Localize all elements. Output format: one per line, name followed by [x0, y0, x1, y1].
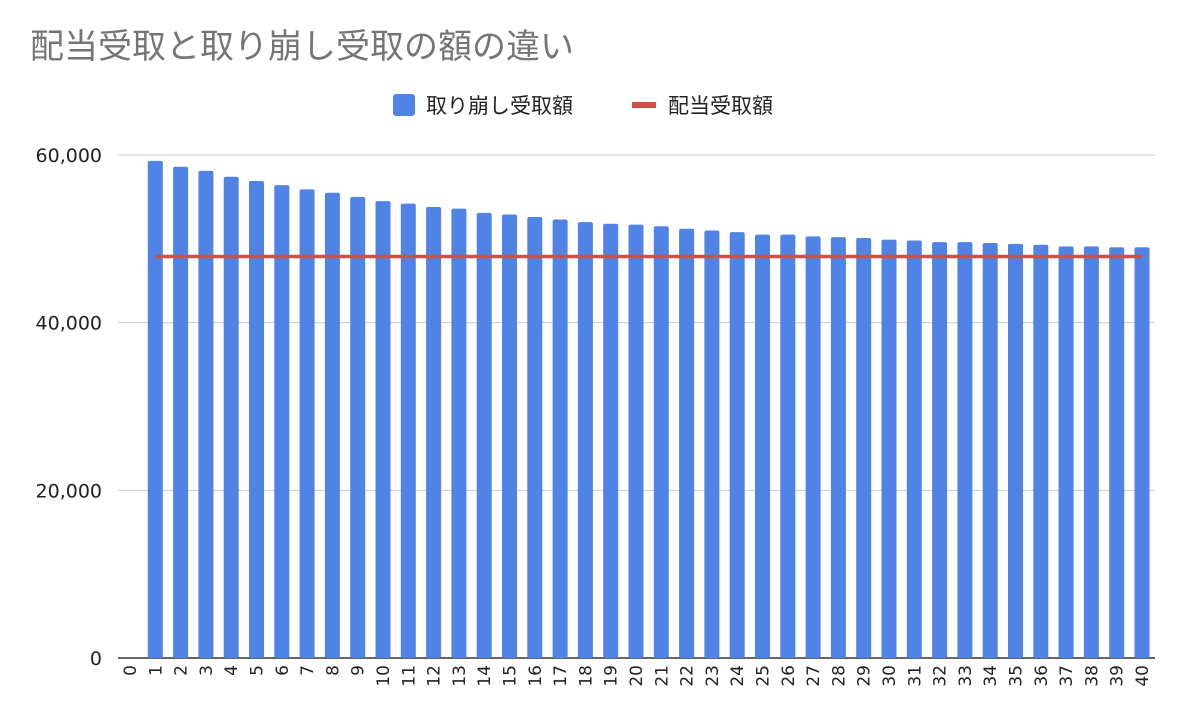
bar — [1134, 247, 1150, 658]
bar — [881, 239, 897, 658]
bar — [502, 214, 517, 658]
x-tick-label: 38 — [1082, 665, 1102, 687]
bar — [704, 230, 720, 658]
bar — [679, 228, 695, 659]
x-tick-label: 23 — [703, 665, 723, 687]
bar — [299, 189, 315, 658]
x-tick-label: 34 — [981, 665, 1001, 687]
x-tick-label: 2 — [172, 665, 192, 676]
bar — [476, 212, 492, 658]
bar — [350, 196, 366, 658]
x-tick-label: 21 — [652, 665, 672, 687]
bar — [147, 160, 163, 658]
bar — [1008, 243, 1023, 658]
x-tick-label: 0 — [121, 665, 141, 676]
bar — [856, 237, 872, 658]
bar — [805, 236, 821, 658]
bar — [957, 242, 973, 659]
x-tick-label: 7 — [298, 665, 318, 676]
x-tick-label: 37 — [1057, 665, 1077, 687]
x-tick-label: 12 — [425, 665, 445, 687]
bar — [1083, 246, 1099, 658]
x-tick-label: 5 — [248, 665, 268, 676]
y-tick-label: 20,000 — [36, 480, 102, 502]
x-tick-label: 32 — [931, 665, 951, 687]
x-tick-label: 40 — [1133, 665, 1153, 687]
x-tick-label: 8 — [323, 665, 343, 676]
bar — [780, 234, 796, 658]
bar — [1058, 246, 1074, 658]
x-tick-label: 3 — [197, 665, 217, 676]
x-tick-label: 29 — [855, 665, 875, 687]
bar — [324, 192, 340, 658]
bar — [198, 170, 214, 658]
bar — [906, 240, 922, 658]
y-tick-label: 0 — [90, 648, 102, 670]
x-tick-label: 28 — [829, 665, 849, 687]
bar — [830, 237, 846, 658]
chart-title: 配当受取と取り崩し受取の額の違い — [30, 27, 574, 67]
bar — [223, 176, 239, 658]
bar — [527, 217, 543, 658]
x-tick-label: 11 — [399, 665, 419, 687]
x-tick-label: 9 — [349, 665, 369, 676]
x-tick-label: 25 — [754, 665, 774, 687]
bar — [729, 232, 745, 659]
x-tick-label: 30 — [880, 665, 900, 687]
bar — [274, 185, 290, 658]
x-tick-label: 17 — [551, 665, 571, 687]
x-tick-label: 15 — [501, 665, 521, 687]
legend-swatch-line — [632, 102, 656, 108]
x-tick-label: 10 — [374, 665, 394, 687]
x-tick-label: 14 — [475, 665, 495, 687]
x-tick-label: 1 — [146, 665, 166, 676]
x-tick-label: 4 — [222, 665, 242, 676]
x-tick-label: 26 — [779, 665, 799, 687]
bar — [451, 208, 467, 659]
legend-label-bar: 取り崩し受取額 — [426, 94, 573, 118]
bar — [1109, 247, 1125, 658]
y-tick-label: 60,000 — [36, 145, 102, 167]
bar — [375, 201, 391, 658]
bar — [249, 180, 264, 658]
x-tick-label: 18 — [576, 665, 596, 687]
bar — [755, 234, 770, 658]
x-tick-label: 20 — [627, 665, 647, 687]
x-tick-label: 22 — [678, 665, 698, 687]
x-tick-label: 33 — [956, 665, 976, 687]
bar — [603, 223, 619, 658]
x-tick-label: 27 — [804, 665, 824, 687]
bar — [932, 242, 948, 659]
x-tick-label: 24 — [728, 665, 748, 687]
bar — [400, 203, 416, 658]
y-tick-label: 40,000 — [36, 313, 102, 335]
x-tick-label: 36 — [1032, 665, 1052, 687]
x-tick-label: 39 — [1108, 665, 1128, 687]
bar — [1033, 244, 1049, 658]
bar — [628, 224, 644, 658]
bar — [577, 222, 593, 659]
x-tick-label: 16 — [526, 665, 546, 687]
legend: 取り崩し受取額 配当受取額 — [393, 94, 773, 118]
bar — [653, 226, 669, 658]
x-axis-ticks: 0 1 2 3 4 5 6 7 8 9 10 11 12 13 14 15 16 17 18 19 20 21 22 23 24… — [121, 665, 1153, 687]
x-tick-label: 35 — [1007, 665, 1027, 687]
bar — [552, 219, 568, 658]
bar — [173, 166, 189, 658]
legend-label-line: 配当受取額 — [668, 94, 773, 118]
x-tick-label: 19 — [602, 665, 622, 687]
x-tick-label: 31 — [905, 665, 925, 687]
x-tick-label: 13 — [450, 665, 470, 687]
y-axis-ticks: 0 20,000 40,000 60,000 — [36, 145, 102, 670]
bar — [982, 243, 998, 658]
x-tick-label: 6 — [273, 665, 293, 676]
bar — [426, 206, 442, 658]
bars — [147, 160, 1150, 659]
legend-swatch-bar — [393, 94, 415, 116]
